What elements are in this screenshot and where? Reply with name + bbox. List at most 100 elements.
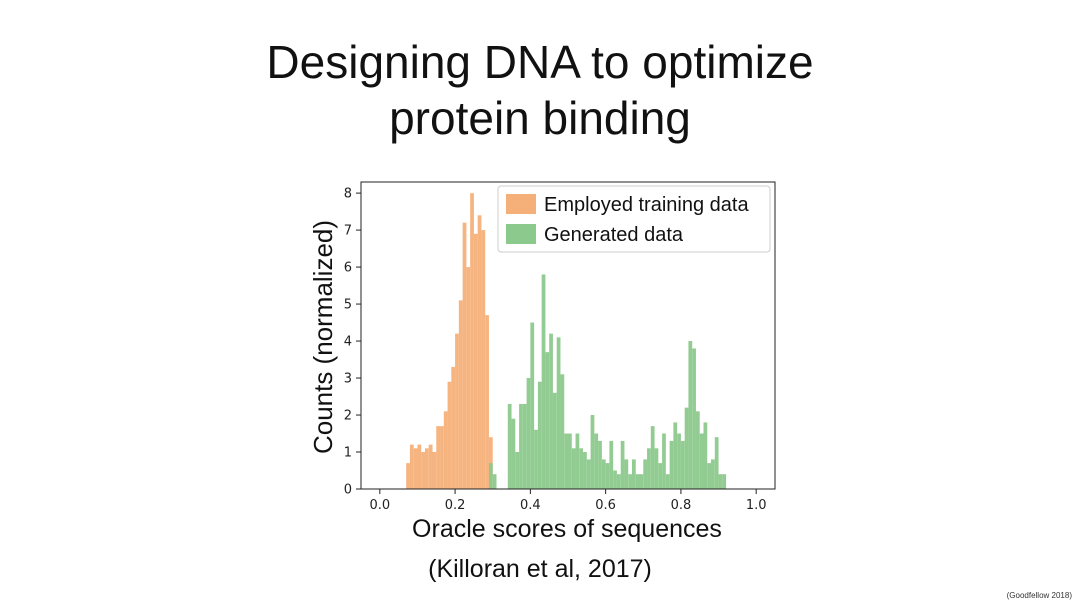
- bar-series-2: [707, 463, 712, 489]
- bar-series-1: [473, 233, 478, 489]
- bar-series-2: [583, 452, 587, 489]
- bar-series-1: [428, 444, 433, 489]
- bar-series-2: [631, 459, 636, 489]
- chart-legend: Employed training data Generated data: [497, 185, 771, 253]
- bar-series-1: [417, 444, 422, 489]
- bar-series-1: [413, 448, 418, 489]
- bar-series-2: [519, 403, 523, 489]
- bar-series-2: [665, 474, 670, 489]
- bar-series-2: [571, 448, 576, 489]
- bar-series-2: [718, 474, 723, 489]
- bar-series-2: [695, 411, 700, 489]
- bar-series-2: [579, 448, 584, 489]
- chart-axes: 0.0 0.2 0.4 0.6 0.8 1.0 0 1 2 3 4 5 6 7 8: [344, 181, 776, 513]
- bar-series-2: [613, 470, 617, 489]
- bar-series-2: [530, 322, 535, 489]
- histogram-bars: [406, 193, 727, 490]
- plot-frame: [360, 181, 776, 490]
- slide-title: Designing DNA to optimize protein bindin…: [0, 34, 1080, 146]
- x-tick-label: 0.0: [369, 498, 390, 513]
- bar-series-2: [522, 403, 527, 489]
- y-tick-label: 2: [344, 409, 352, 424]
- bar-series-2: [534, 429, 538, 489]
- legend-swatch-1: [506, 194, 536, 214]
- bar-series-2: [635, 474, 640, 489]
- bar-series-2: [692, 348, 696, 489]
- legend-box: [497, 185, 771, 253]
- bar-series-2: [643, 459, 648, 489]
- bar-series-2: [552, 392, 557, 489]
- bar-series-1: [436, 426, 441, 489]
- bar-series-2: [560, 374, 565, 489]
- bar-series-2: [545, 352, 550, 489]
- bar-series-2: [650, 426, 655, 489]
- bar-series-2: [722, 474, 727, 489]
- bar-series-2: [515, 452, 520, 489]
- bar-series-2: [673, 422, 678, 489]
- y-tick-label: 4: [344, 335, 352, 350]
- legend-label-2: Generated data: [544, 224, 684, 246]
- bar-series-2: [575, 433, 580, 489]
- bar-series-2: [639, 474, 644, 489]
- bar-series-2: [594, 433, 599, 489]
- bar-series-2: [605, 463, 610, 489]
- bar-series-2: [654, 448, 659, 489]
- citation-text: (Killoran et al, 2017): [428, 555, 652, 583]
- bar-series-1: [432, 452, 437, 489]
- bar-series-2: [703, 422, 708, 489]
- legend-label-1: Employed training data: [544, 194, 749, 216]
- bar-series-2: [586, 459, 591, 489]
- bar-series-1: [477, 215, 482, 489]
- bar-series-2: [620, 440, 625, 489]
- bar-series-2: [658, 463, 663, 489]
- bar-series-2: [714, 437, 719, 489]
- bar-series-1: [424, 448, 429, 489]
- bar-series-2: [568, 433, 572, 489]
- y-tick-label: 3: [344, 372, 352, 387]
- bar-series-2: [609, 440, 614, 489]
- bar-series-2: [711, 459, 715, 489]
- bar-series-2: [488, 463, 493, 489]
- bar-series-2: [647, 448, 651, 489]
- legend-swatch-2: [506, 224, 536, 244]
- bar-series-2: [541, 274, 546, 489]
- x-tick-label: 0.6: [595, 498, 616, 513]
- bar-series-2: [549, 333, 553, 489]
- bar-series-2: [537, 381, 542, 489]
- y-tick-label: 1: [344, 446, 352, 461]
- bar-series-2: [699, 433, 704, 489]
- bar-series-2: [556, 337, 561, 489]
- bar-series-2: [616, 474, 621, 489]
- x-tick-label: 0.2: [445, 498, 466, 513]
- bar-series-1: [443, 411, 448, 489]
- bar-series-2: [688, 341, 693, 489]
- bar-series-2: [492, 474, 497, 489]
- bar-series-1: [462, 222, 467, 489]
- bar-series-2: [662, 433, 666, 489]
- bar-series-2: [684, 407, 689, 489]
- bar-series-1: [447, 381, 452, 489]
- bar-series-2: [628, 474, 632, 489]
- bar-series-2: [507, 403, 512, 489]
- bar-series-1: [481, 230, 486, 489]
- bar-series-2: [511, 418, 516, 489]
- bar-series-2: [677, 433, 681, 489]
- bar-series-1: [421, 452, 425, 489]
- y-tick-label: 6: [344, 261, 352, 276]
- bar-series-2: [669, 440, 674, 489]
- x-tick-label: 0.8: [671, 498, 692, 513]
- bar-series-1: [440, 426, 444, 489]
- x-tick-label: 0.4: [520, 498, 541, 513]
- bar-series-1: [485, 315, 489, 489]
- bar-series-2: [624, 459, 629, 489]
- y-axis-label: Counts (normalized): [308, 220, 338, 454]
- slide-title-line-1: Designing DNA to optimize: [266, 36, 814, 88]
- bar-series-2: [598, 440, 602, 489]
- x-axis-label: Oracle scores of sequences: [412, 515, 722, 543]
- y-tick-label: 0: [344, 483, 352, 498]
- bar-series-2: [680, 440, 685, 489]
- bar-series-1: [470, 193, 474, 490]
- bar-series-2: [564, 433, 568, 489]
- y-tick-label: 8: [344, 187, 352, 202]
